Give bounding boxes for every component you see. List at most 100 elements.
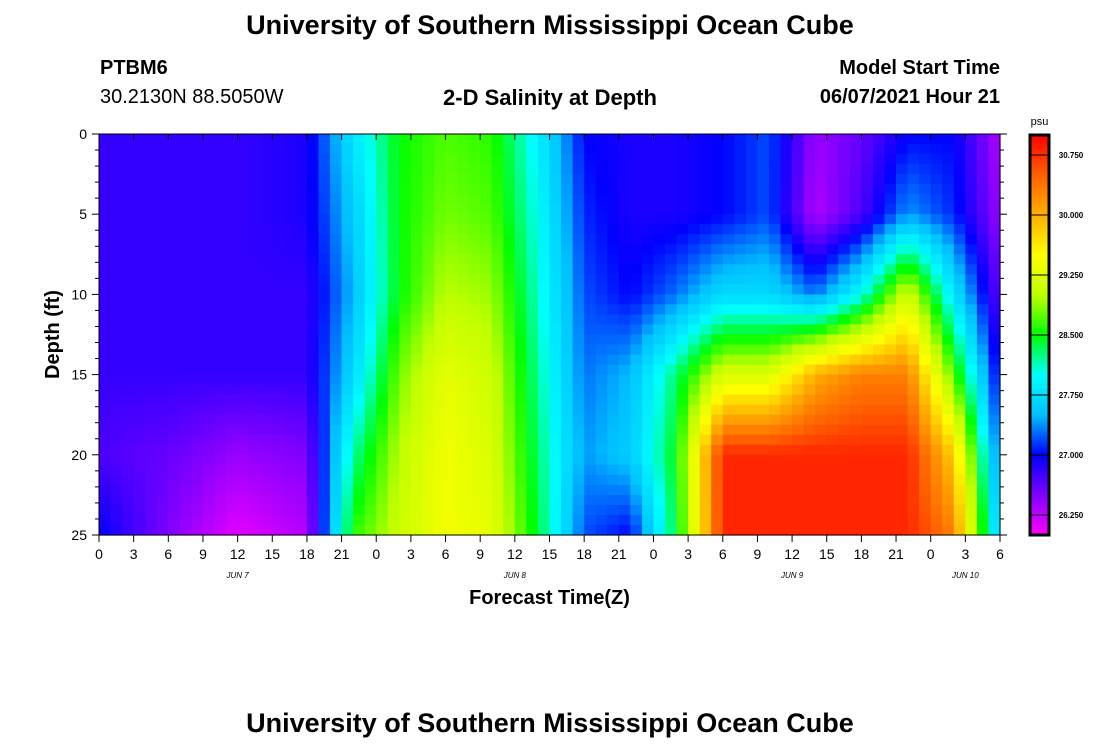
heatmap-cell — [318, 214, 331, 225]
heatmap-cell — [468, 314, 481, 326]
heatmap-cell — [537, 234, 551, 245]
heatmap-cell — [653, 144, 666, 155]
heatmap-cell — [202, 194, 216, 205]
heatmap-cell — [410, 164, 424, 175]
heatmap-cell — [792, 154, 805, 165]
heatmap-cell — [861, 344, 874, 356]
heatmap-cell — [214, 144, 227, 155]
heatmap-cell — [226, 454, 239, 466]
heatmap-cell — [249, 274, 262, 285]
heatmap-cell — [665, 374, 678, 386]
heatmap-cell — [919, 164, 932, 175]
heatmap-cell — [537, 314, 551, 326]
heatmap-cell — [410, 514, 424, 526]
heatmap-cell — [387, 264, 400, 275]
heatmap-cell — [226, 254, 239, 265]
heatmap-cell — [122, 434, 135, 446]
heatmap-cell — [884, 444, 897, 456]
heatmap-cell — [665, 174, 678, 185]
heatmap-cell — [826, 164, 839, 175]
heatmap-cell — [260, 164, 273, 175]
heatmap-cell — [99, 384, 112, 396]
heatmap-cell — [780, 154, 793, 165]
heatmap-cell — [526, 174, 539, 185]
heatmap-cell — [722, 424, 735, 436]
heatmap-cell — [156, 374, 169, 386]
heatmap-cell — [942, 304, 955, 316]
heatmap-cell — [803, 304, 816, 316]
heatmap-cell — [919, 204, 932, 215]
heatmap-cell — [306, 344, 320, 356]
heatmap-cell — [364, 484, 377, 496]
x-tick-label: 15 — [542, 546, 558, 562]
heatmap-cell — [526, 134, 539, 145]
heatmap-cell — [561, 444, 574, 456]
heatmap-cell — [330, 204, 343, 215]
heatmap-cell — [237, 314, 250, 326]
x-tick-label: 21 — [611, 546, 627, 562]
heatmap-cell — [688, 254, 701, 265]
heatmap-cell — [653, 164, 666, 175]
heatmap-cell — [618, 204, 631, 215]
heatmap-cell — [145, 444, 158, 456]
heatmap-cell — [768, 474, 782, 486]
heatmap-cell — [202, 354, 216, 366]
heatmap-cell — [930, 424, 943, 436]
heatmap-cell — [896, 144, 909, 155]
heatmap-cell — [156, 154, 169, 165]
heatmap-cell — [202, 304, 216, 316]
heatmap-cell — [815, 264, 828, 275]
heatmap-cell — [514, 314, 527, 326]
heatmap-cell — [549, 204, 562, 215]
x-tick-label: 12 — [230, 546, 246, 562]
heatmap-cell — [330, 224, 343, 235]
heatmap-cell — [260, 494, 273, 506]
heatmap-cell — [688, 304, 701, 316]
heatmap-cell — [780, 514, 793, 526]
heatmap-cell — [930, 194, 943, 205]
heatmap-cell — [976, 404, 990, 416]
heatmap-cell — [433, 284, 447, 296]
heatmap-cell — [226, 524, 239, 536]
heatmap-cell — [699, 134, 712, 145]
heatmap-cell — [145, 264, 158, 275]
heatmap-cell — [226, 314, 239, 326]
heatmap-cell — [907, 424, 920, 436]
heatmap-cell — [133, 324, 146, 336]
heatmap-cell — [376, 404, 389, 416]
heatmap-cell — [226, 504, 239, 516]
heatmap-cell — [237, 464, 250, 476]
heatmap-cell — [688, 414, 701, 426]
x-tick-label: 6 — [719, 546, 727, 562]
heatmap-cell — [179, 454, 193, 466]
heatmap-cell — [156, 484, 169, 496]
heatmap-cell — [838, 424, 851, 436]
heatmap-cell — [168, 244, 181, 255]
heatmap-cell — [202, 214, 216, 225]
heatmap-cell — [468, 164, 481, 175]
heatmap-cell — [214, 464, 227, 476]
heatmap-cell — [133, 454, 146, 466]
heatmap-cell — [156, 334, 169, 346]
heatmap-cell — [757, 404, 770, 416]
heatmap-cell — [676, 474, 689, 486]
heatmap-cell — [872, 244, 886, 255]
heatmap-cell — [480, 304, 493, 316]
heatmap-cell — [468, 444, 481, 456]
heatmap-cell — [595, 214, 608, 225]
heatmap-cell — [653, 244, 666, 255]
heatmap-cell — [561, 164, 574, 175]
heatmap-cell — [491, 424, 504, 436]
heatmap-cell — [965, 444, 978, 456]
heatmap-cell — [514, 334, 527, 346]
heatmap-cell — [618, 504, 631, 516]
heatmap-cell — [861, 204, 874, 215]
heatmap-cell — [607, 524, 620, 536]
y-tick-label: 15 — [71, 367, 87, 383]
heatmap-cell — [826, 394, 839, 406]
heatmap-cell — [595, 314, 608, 326]
heatmap-cell — [722, 224, 735, 235]
x-tick-label: 15 — [264, 546, 280, 562]
heatmap-cell — [595, 294, 608, 306]
heatmap-cell — [537, 374, 551, 386]
